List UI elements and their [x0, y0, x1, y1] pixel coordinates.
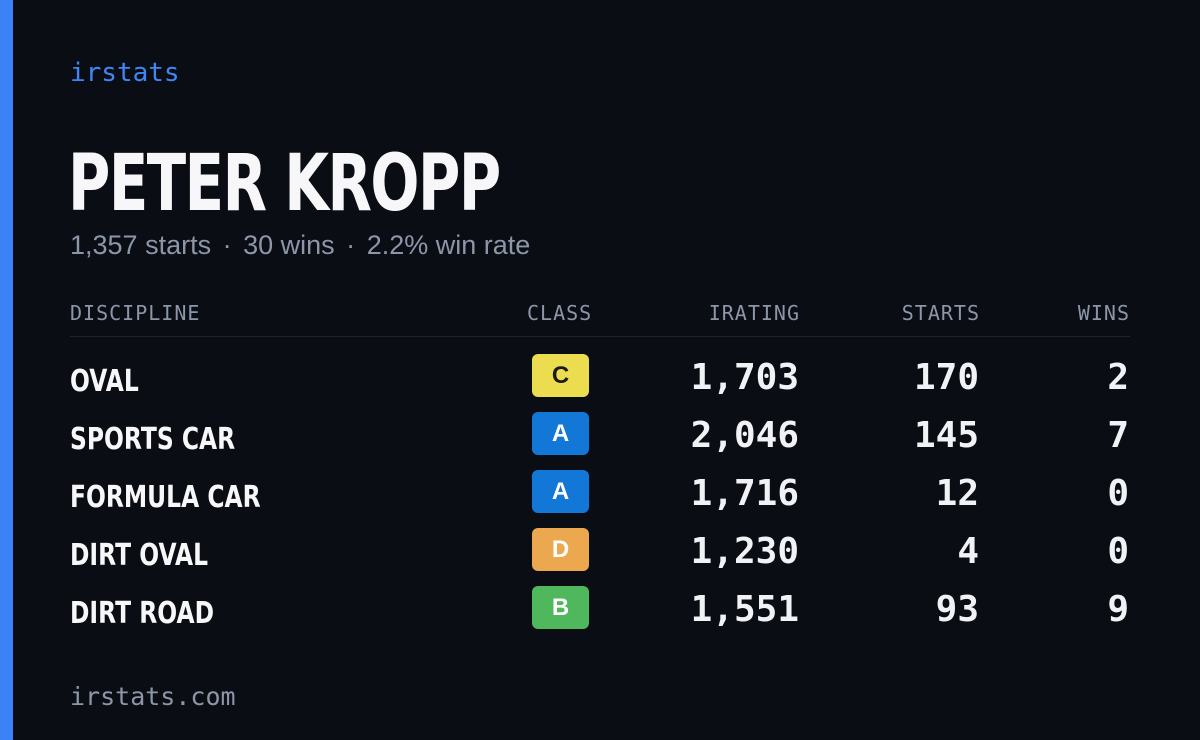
discipline-label: DIRT ROAD [70, 596, 215, 631]
driver-summary: 1,357 starts · 30 wins · 2.2% win rate [70, 228, 530, 262]
discipline-label: SPORTS CAR [70, 422, 236, 457]
class-badge: C [532, 354, 589, 397]
summary-starts: 1,357 starts [70, 230, 212, 260]
discipline-label: OVAL [70, 364, 139, 399]
table-row-dirt-oval: DIRT OVAL D 1,230 4 0 [70, 528, 1130, 586]
wins-value: 0 [1107, 531, 1129, 572]
starts-value: 170 [913, 357, 979, 398]
discipline-label: DIRT OVAL [70, 538, 209, 573]
class-badge: B [532, 586, 589, 629]
wins-value: 2 [1107, 357, 1129, 398]
starts-value: 12 [935, 473, 979, 514]
summary-separator: · [346, 230, 356, 260]
starts-value: 4 [957, 531, 979, 572]
header-discipline: DISCIPLINE [70, 301, 201, 325]
discipline-label: FORMULA CAR [70, 480, 261, 515]
header-wins: WINS [1077, 301, 1130, 325]
table-row-sports-car: SPORTS CAR A 2,046 145 7 [70, 412, 1130, 470]
header-class: CLASS [527, 301, 593, 325]
footer-site-url[interactable]: irstats.com [70, 682, 236, 711]
driver-name: PETER KROPP [68, 139, 501, 229]
summary-win-rate: 2.2% win rate [366, 230, 531, 260]
irating-value: 1,230 [690, 531, 799, 572]
table-row-dirt-road: DIRT ROAD B 1,551 93 9 [70, 586, 1130, 644]
header-irating: IRATING [708, 301, 800, 325]
wins-value: 7 [1107, 415, 1129, 456]
starts-value: 93 [935, 589, 979, 630]
table-header: DISCIPLINE CLASS IRATING STARTS WINS [70, 296, 1130, 337]
accent-bar [0, 0, 13, 740]
irating-value: 2,046 [690, 415, 799, 456]
class-badge: D [532, 528, 589, 571]
brand-logo-text[interactable]: irstats [70, 58, 180, 88]
wins-value: 9 [1107, 589, 1129, 630]
table-row-formula-car: FORMULA CAR A 1,716 12 0 [70, 470, 1130, 528]
discipline-stats-table: DISCIPLINE CLASS IRATING STARTS WINS OVA… [70, 296, 1130, 631]
class-badge: A [532, 412, 589, 455]
class-badge: A [532, 470, 589, 513]
summary-wins: 30 wins [243, 230, 335, 260]
irating-value: 1,716 [690, 473, 799, 514]
wins-value: 0 [1107, 473, 1129, 514]
irating-value: 1,551 [690, 589, 799, 630]
summary-separator: · [222, 230, 232, 260]
table-row-oval: OVAL C 1,703 170 2 [70, 354, 1130, 412]
irating-value: 1,703 [690, 357, 799, 398]
starts-value: 145 [913, 415, 979, 456]
header-starts: STARTS [901, 301, 980, 325]
